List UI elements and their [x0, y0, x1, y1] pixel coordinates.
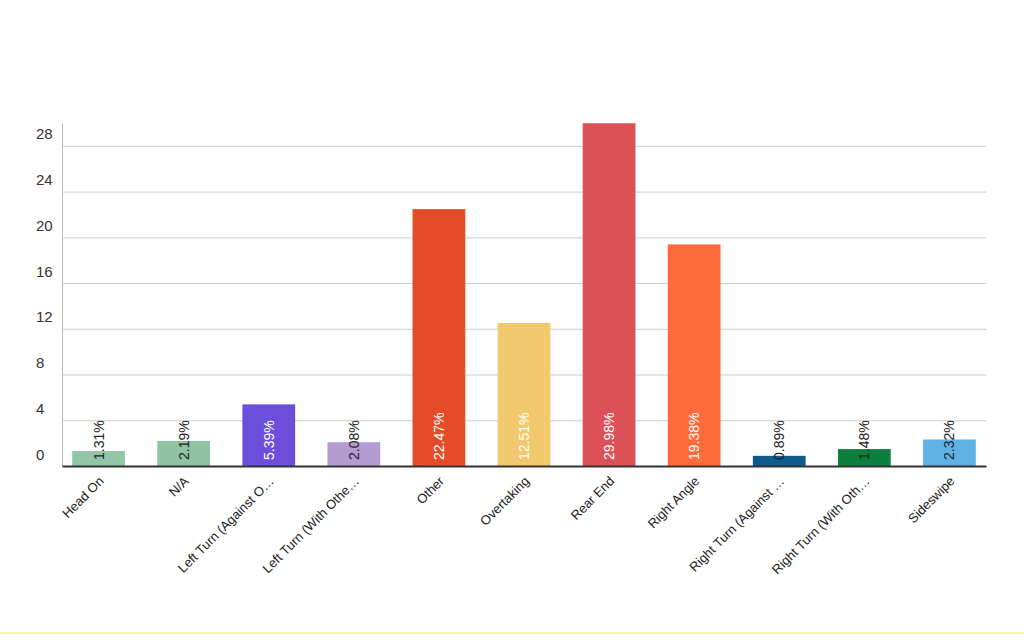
- y-tick-label: 12: [36, 308, 53, 325]
- grid-line: [62, 237, 986, 238]
- x-tick-label: Sideswipe: [905, 474, 958, 527]
- x-tick: Head On: [59, 474, 106, 521]
- y-tick-label: 28: [36, 125, 53, 142]
- x-tick-label: Right Turn (With Oth…: [769, 474, 873, 578]
- x-tick-label: Rear End: [568, 474, 617, 523]
- x-tick: Left Turn (Against O…: [175, 474, 277, 576]
- grid-line: [62, 192, 986, 193]
- y-tick-label: 24: [36, 171, 53, 188]
- bar: [242, 404, 295, 466]
- x-tick: Rear End: [568, 474, 617, 523]
- data-label: 2.32%: [941, 420, 957, 460]
- y-tick-label: 20: [36, 217, 53, 234]
- x-tick: Other: [413, 473, 447, 507]
- bars: [72, 123, 976, 466]
- data-label: 22.47%: [431, 413, 447, 460]
- x-tick: Right Turn (With Oth…: [769, 474, 873, 578]
- data-label: 0.89%: [771, 420, 787, 460]
- y-tick-label: 4: [36, 400, 44, 417]
- x-tick-label: Overtaking: [477, 474, 532, 529]
- plot: 0 4 8 12 16 20 24 28 Head On N/ALeft Turn (Agains…: [36, 123, 987, 577]
- y-axis-line: [62, 124, 63, 467]
- grid-line: [62, 466, 986, 467]
- grid-line: [62, 146, 986, 147]
- x-tick: Right Turn (Against …: [686, 474, 787, 575]
- x-tick-label: Right Angle: [645, 474, 703, 532]
- y-tick: 24: [36, 171, 986, 192]
- data-label: 19.38%: [686, 413, 702, 460]
- data-label: 29.98%: [601, 413, 617, 460]
- chart: 0 4 8 12 16 20 24 28 Head On N/ALeft Turn (Agains…: [0, 0, 1024, 644]
- x-tick-label: N/A: [166, 473, 192, 499]
- grid-line: [62, 283, 986, 284]
- x-axis-line: [63, 466, 987, 468]
- x-tick-label: Right Turn (Against …: [686, 474, 787, 575]
- data-label: 5.39%: [261, 420, 277, 460]
- bar: [583, 123, 636, 466]
- y-tick-label: 0: [36, 446, 44, 463]
- x-tick-label: Head On: [59, 474, 106, 521]
- data-label: 2.19%: [176, 420, 192, 460]
- data-labels: 1.31% 2.19% 5.39% 2.08% 22.47% 12.51% 29.98% 19…: [91, 413, 958, 460]
- bar: [668, 244, 721, 466]
- data-label: 12.51%: [516, 413, 532, 460]
- bar: [498, 323, 551, 466]
- y-tick: 28: [36, 125, 986, 146]
- x-tick: N/A: [166, 473, 192, 499]
- y-tick-label: 8: [36, 354, 44, 371]
- x-tick-label: Other: [413, 473, 447, 507]
- x-tick: Sideswipe: [905, 474, 958, 527]
- data-label: 1.48%: [856, 420, 872, 460]
- data-label: 2.08%: [346, 420, 362, 460]
- y-axis: 0 4 8 12 16 20 24 28: [36, 124, 986, 467]
- y-tick: 16: [36, 263, 986, 284]
- bar: [413, 209, 466, 466]
- y-tick: 20: [36, 217, 986, 238]
- x-tick-label: Left Turn (Against O…: [175, 474, 277, 576]
- y-tick-label: 16: [36, 263, 53, 280]
- x-tick-label: Left Turn (With Othe…: [259, 474, 362, 577]
- data-label: 1.31%: [91, 420, 107, 460]
- x-tick: Left Turn (With Othe…: [259, 474, 362, 577]
- x-tick: Overtaking: [477, 474, 532, 529]
- x-axis: Head On N/ALeft Turn (Against O…Left Turn…: [59, 467, 986, 578]
- x-tick: Right Angle: [645, 474, 703, 532]
- page-rule: [0, 632, 1024, 634]
